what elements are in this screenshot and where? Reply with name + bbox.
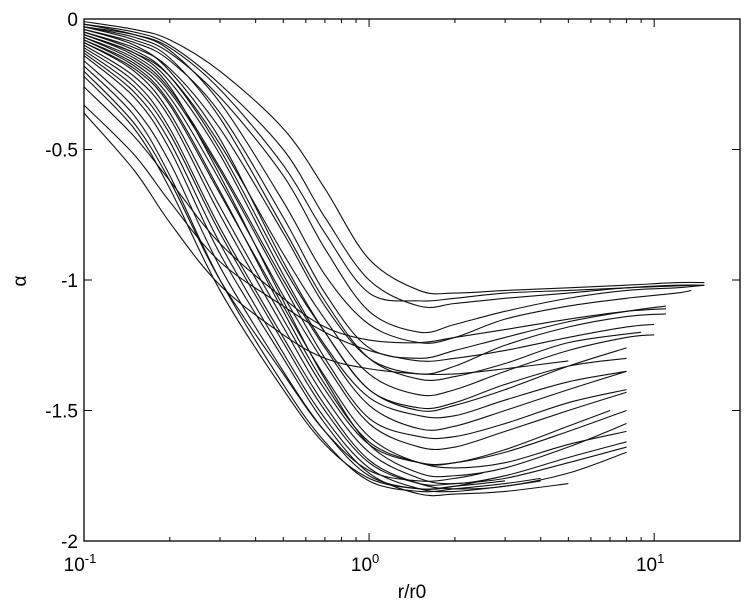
- curve-10: [83, 39, 627, 451]
- x-tick-label-2: 101: [636, 551, 664, 576]
- y-tick-label-0: 0: [67, 10, 78, 31]
- curve-12: [83, 34, 627, 478]
- y-tick-label-3: -1.5: [45, 402, 78, 423]
- curve-6: [83, 31, 667, 375]
- y-axis-label: α: [10, 275, 31, 286]
- curve-13: [83, 44, 627, 485]
- y-tick-label-2: -1: [61, 271, 78, 292]
- curve-18: [83, 65, 541, 493]
- curve-24: [83, 34, 627, 419]
- curve-27: [83, 76, 506, 490]
- curve-11: [83, 42, 611, 466]
- x-axis-label: r/r0: [398, 582, 427, 603]
- curve-25: [83, 49, 627, 486]
- curve-26: [83, 70, 483, 482]
- x-tick-label-1: 100: [351, 551, 379, 576]
- data-curves: [83, 21, 705, 497]
- curve-4: [83, 23, 692, 344]
- curve-16: [83, 55, 569, 497]
- curve-1: [83, 21, 705, 295]
- curve-9: [83, 36, 627, 431]
- y-tick-label-4: -2: [61, 532, 78, 553]
- curve-3: [83, 26, 705, 334]
- curve-28: [83, 86, 667, 344]
- curve-15: [83, 52, 541, 493]
- x-tick-label-0: 10-1: [64, 551, 97, 576]
- curve-30: [83, 112, 569, 376]
- curve-5: [83, 28, 667, 359]
- y-tick-label-1: -0.5: [45, 141, 78, 162]
- curve-21: [83, 26, 642, 381]
- curve-20: [83, 28, 627, 410]
- axis-ticks: [83, 18, 741, 542]
- curve-22: [83, 36, 627, 440]
- curve-23: [83, 39, 627, 469]
- curve-19: [83, 42, 627, 466]
- curve-29: [83, 104, 655, 362]
- curve-31: [83, 26, 696, 302]
